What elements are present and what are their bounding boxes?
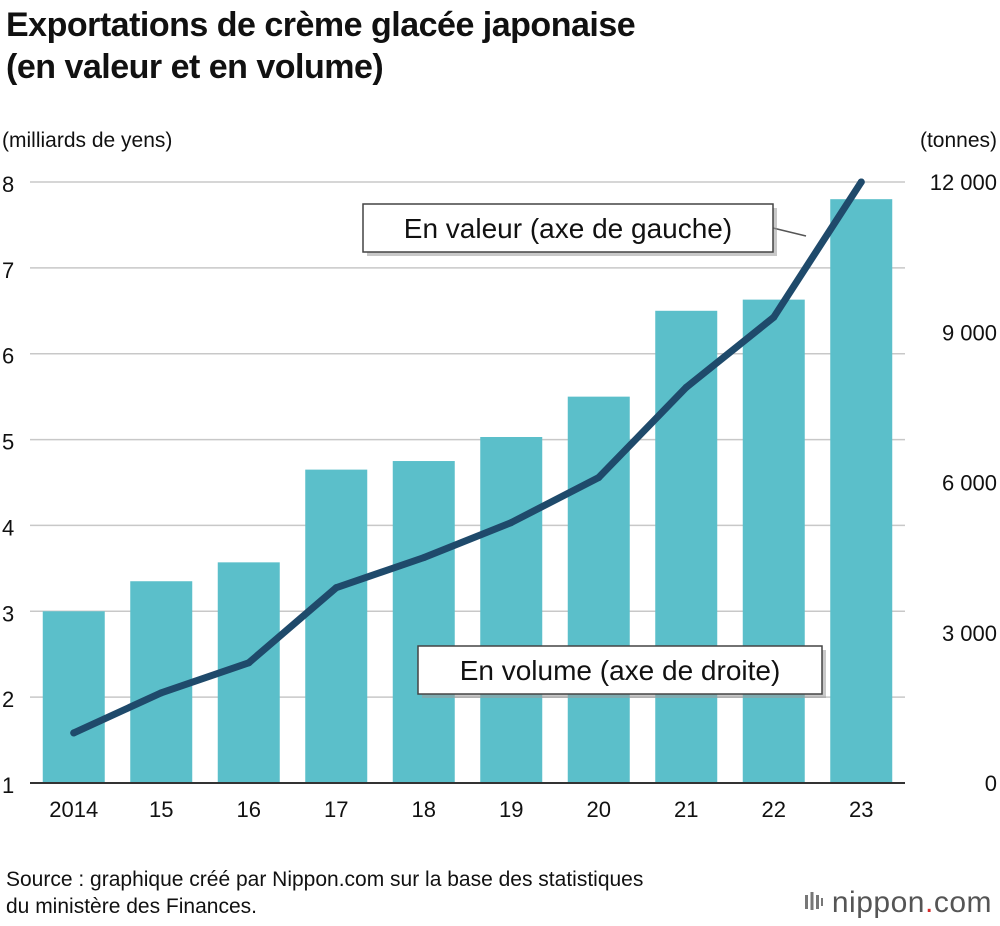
source-line-2: du ministère des Finances. [6,895,257,918]
line-point-17 [332,584,340,592]
chart-title: Exportations de crème glacée japonaise (… [6,4,906,88]
legend-callouts: En valeur (axe de gauche) En volume (axe … [362,203,826,698]
brand-logo: nippon.com [804,886,992,921]
bar-19 [480,436,543,783]
callout-valeur-label: En valeur (axe de gauche) [404,213,732,244]
x-tick-label-18: 18 [412,797,436,822]
callout-volume-label: En volume (axe de droite) [460,655,781,686]
callout-valeur-box [362,203,774,253]
y-right-tick-0: 0 [985,771,997,796]
line-point-20 [595,473,603,481]
line-point-2014 [70,729,78,737]
y-left-axis-label: (milliards de yens) [2,129,172,152]
x-tick-label-15: 15 [149,797,173,822]
y-right-tick-3000: 3 000 [942,621,997,646]
bar-2014 [42,611,105,783]
y-left-tick-3: 3 [2,601,14,626]
x-tick-label-2014: 2014 [49,797,98,822]
x-tick-label-17: 17 [324,797,348,822]
y-left-tick-5: 5 [2,430,14,455]
x-tick-label-20: 20 [587,797,611,822]
title-line-1: Exportations de crème glacée japonaise [6,6,636,44]
bars-value [42,199,893,783]
x-tick-label-21: 21 [674,797,698,822]
source-note: Source : graphique créé par Nippon.com s… [6,866,643,920]
x-tick-label-23: 23 [849,797,873,822]
bar-21 [655,310,718,783]
y-left-tick-4: 4 [2,515,14,540]
y-left-tick-6: 6 [2,344,14,369]
bar-23 [830,199,893,783]
y-right-axis-label: (tonnes) [920,129,997,152]
line-point-22 [770,313,778,321]
y-left-tick-2: 2 [2,687,14,712]
line-point-21 [682,383,690,391]
y-left-tick-7: 7 [2,258,14,283]
line-point-18 [420,554,428,562]
y-right-tick-12000: 12 000 [930,170,997,195]
brand-dot: . [924,886,934,919]
callout-volume-box [417,645,823,695]
y-left-tick-1: 1 [2,773,14,798]
line-volume-path [70,178,865,737]
source-line-1: Source : graphique créé par Nippon.com s… [6,868,644,891]
bar-22 [742,299,805,783]
line-point-19 [507,519,515,527]
y-right-tick-9000: 9 000 [942,320,997,345]
y-left-tick-8: 8 [2,172,14,197]
logo-bars-icon [804,887,824,921]
callout-valeur-leader [772,227,807,237]
bar-17 [305,469,368,783]
title-line-2: (en valeur et en volume) [6,48,384,86]
x-tick-label-19: 19 [499,797,523,822]
line-point-23 [857,178,865,186]
line-point-16 [245,659,253,667]
y-right-tick-6000: 6 000 [942,471,997,496]
line-volume [70,178,865,737]
bar-18 [392,461,455,783]
x-tick-label-22: 22 [762,797,786,822]
brand-name: nippon [831,886,925,919]
brand-suffix: com [933,886,992,919]
x-tick-label-16: 16 [237,797,261,822]
line-point-15 [157,689,165,697]
